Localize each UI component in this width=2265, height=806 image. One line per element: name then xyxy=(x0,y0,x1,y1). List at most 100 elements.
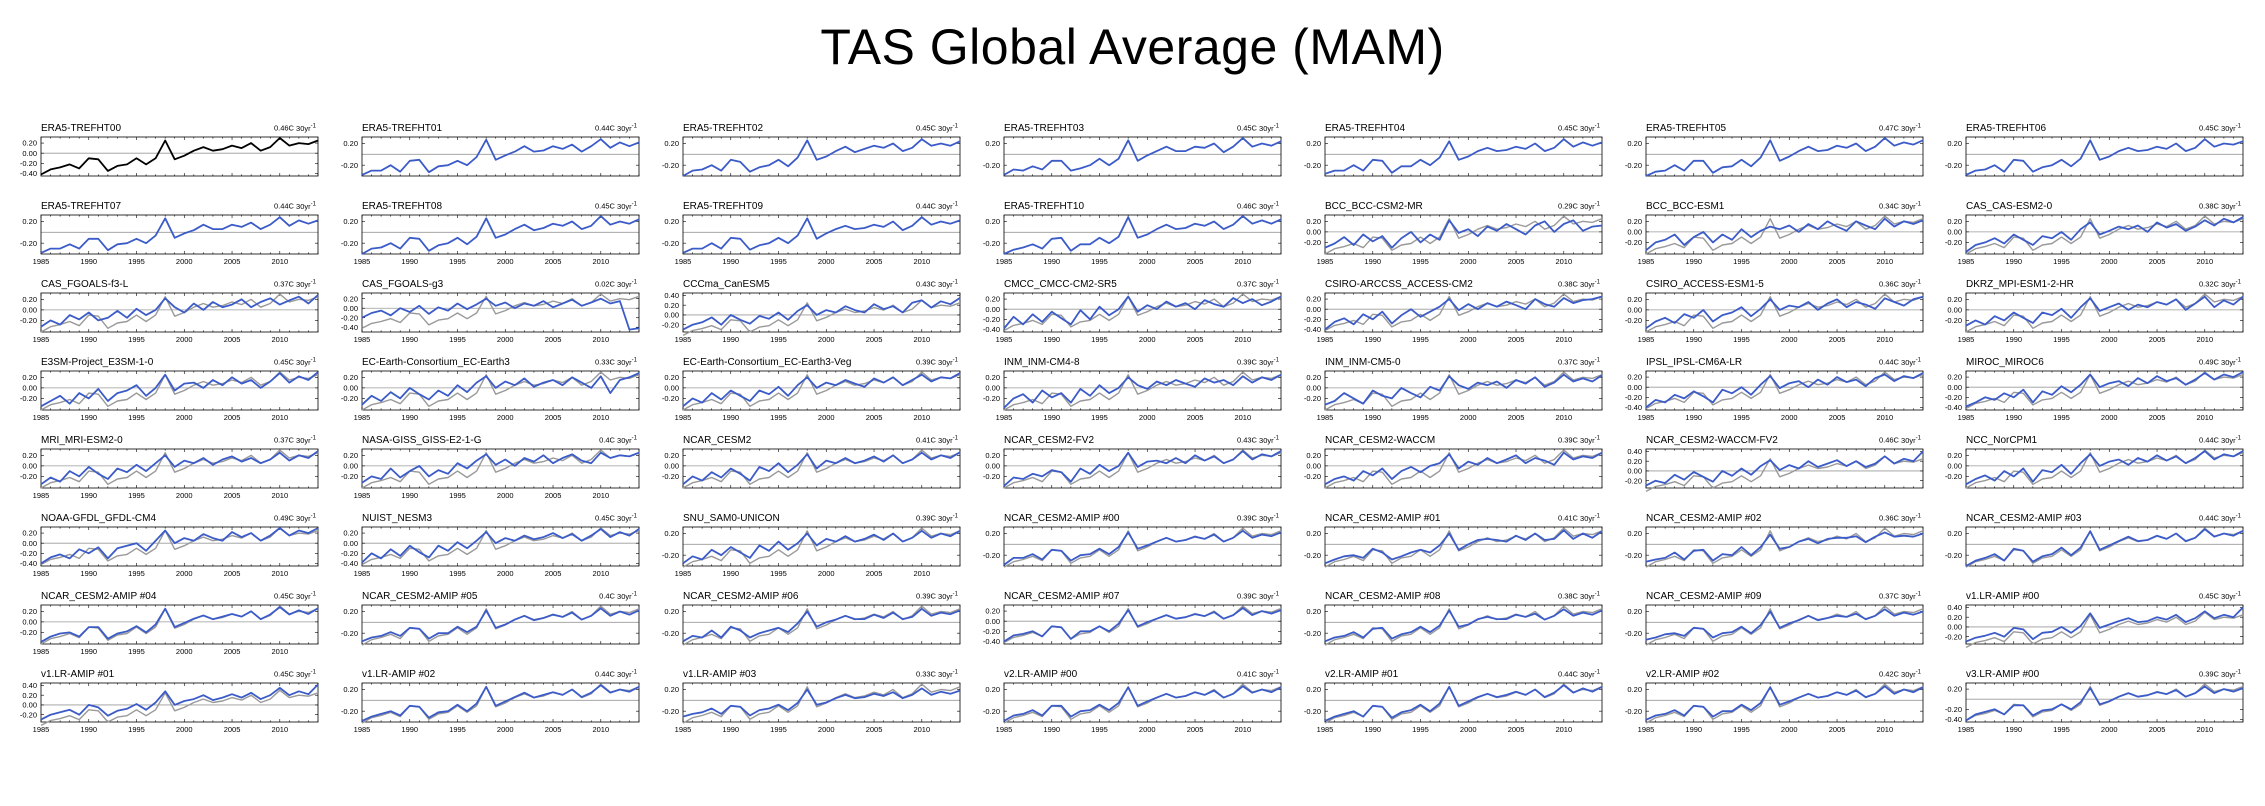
trend-unit-exponent: -1 xyxy=(310,669,316,675)
y-tick-label: 0.20 xyxy=(985,373,1000,382)
y-tick-label: 0.00 xyxy=(343,461,358,470)
panel-title: CCCma_CanESM5 xyxy=(683,279,770,290)
series-line xyxy=(1003,450,1282,487)
x-tick-label: 1995 xyxy=(1733,257,1750,266)
trend-value: 0.47C xyxy=(1878,123,1899,133)
y-tick-label: 0.00 xyxy=(22,617,37,626)
y-tick-label: 0.20 xyxy=(1947,685,1962,694)
y-tick-label: 0.00 xyxy=(664,311,679,320)
x-tick-label: 1990 xyxy=(1685,257,1702,266)
trend-unit-exponent: -1 xyxy=(1915,357,1921,363)
reference-series-line xyxy=(1645,455,1924,493)
x-tick-label: 2010 xyxy=(592,491,609,500)
panel-plot: 0.200.00 -0.20 1985 1990 1995 2000 2005 2010 xyxy=(1625,292,1924,344)
series-line xyxy=(682,138,961,177)
plot-frame xyxy=(1003,136,1282,177)
series-line xyxy=(1645,295,1924,330)
x-tick-label: 2010 xyxy=(2196,413,2213,422)
trend-unit-exponent: -1 xyxy=(1915,279,1921,285)
x-tick-label: 2000 xyxy=(818,725,835,734)
trend-unit-exponent: -1 xyxy=(1594,201,1600,207)
x-tick-label: 2010 xyxy=(1555,413,1572,422)
x-tick-label: 2010 xyxy=(271,257,288,266)
panel-trend: 0.39C 30yr-1 xyxy=(916,513,958,523)
trend-unit: 30yr-1 xyxy=(1256,435,1279,445)
panel-title: ERA5-TREFHT03 xyxy=(1004,123,1085,134)
panel-trend: 0.32C 30yr-1 xyxy=(2199,279,2241,289)
x-tick-label: 2000 xyxy=(818,569,835,578)
chart-panel: 0.20 0.00 -0.20 -0.40 1985 1990 1995 2000 2005 20… xyxy=(1284,279,1609,359)
y-tick-label: 0.00 xyxy=(1306,383,1321,392)
trend-unit: 30yr-1 xyxy=(1898,123,1921,133)
chart-panel: 0.20 0.00 -0.20 1985 1990 1995 2000 2005 2010 NCA… xyxy=(0,591,325,671)
y-tick-label: -0.20 xyxy=(983,627,1000,636)
chart-panel: 0.20 -0.20 1985 1990 1995 2000 2005 2010 v1.LR-A… xyxy=(642,669,967,749)
x-tick-label: 1995 xyxy=(128,569,145,578)
panel-plot: 0.20 -0.20 1985 1990 1995 2000 2005 2010 xyxy=(341,214,640,266)
plot-frame xyxy=(361,136,640,177)
trend-value: 0.34C xyxy=(1878,201,1899,211)
x-tick-label: 2005 xyxy=(1829,725,1846,734)
y-tick-label: 0.00 xyxy=(22,305,37,314)
x-tick-label: 1995 xyxy=(1733,335,1750,344)
series-line xyxy=(1003,685,1282,722)
y-tick-label: -0.20 xyxy=(983,551,1000,560)
trend-unit-exponent: -1 xyxy=(1915,669,1921,675)
panel-trend: 0.39C 30yr-1 xyxy=(1237,513,1279,523)
x-tick-label: 1990 xyxy=(722,725,739,734)
panel-trend: 0.36C 30yr-1 xyxy=(1879,279,1921,289)
chart-panel: 0.20 0.00 -0.20 NCC_NorCPM1 0.44C 30yr-1 xyxy=(1925,435,2250,515)
trend-value: 0.39C xyxy=(1236,513,1257,523)
y-tick-label: -0.20 xyxy=(1625,551,1642,560)
y-tick-label: 0.20 xyxy=(1306,685,1321,694)
x-tick-label: 2005 xyxy=(866,335,883,344)
x-tick-label: 2010 xyxy=(1876,725,1893,734)
panel-plot: 0.200.00 -0.20 1985 1990 1995 2000 2005 2010 xyxy=(341,370,640,422)
y-tick-label: 0.40 xyxy=(22,681,37,690)
plot-frame xyxy=(1645,682,1924,723)
y-tick-label: 0.20 xyxy=(985,607,1000,616)
panel-title: ERA5-TREFHT08 xyxy=(362,201,443,212)
x-tick-label: 1985 xyxy=(33,647,50,656)
series-line xyxy=(1965,138,2244,176)
trend-value: 0.44C xyxy=(594,123,615,133)
x-tick-label: 2000 xyxy=(1781,257,1798,266)
panel-plot: 0.20 -0.20 1985 1990 1995 2000 2005 2010 xyxy=(341,682,640,734)
x-tick-label: 2005 xyxy=(224,569,241,578)
chart-panel: 0.20 -0.20 NCAR_CESM2-AMIP #05 0.4C 30yr-1 xyxy=(321,591,646,671)
x-tick-label: 1990 xyxy=(80,413,97,422)
chart-panel: 0.20 0.00 -0.20 1985 1990 1995 2000 2005 2010 E3S… xyxy=(0,357,325,437)
x-tick-label: 2005 xyxy=(224,491,241,500)
panel-title: CAS_CAS-ESM2-0 xyxy=(1966,201,2053,212)
x-tick-label: 2010 xyxy=(592,725,609,734)
series-line xyxy=(1003,295,1282,330)
x-tick-label: 2005 xyxy=(1187,257,1204,266)
trend-unit-exponent: -1 xyxy=(2235,513,2241,519)
plot-frame xyxy=(361,292,640,333)
panel-plot: 0.20 -0.20 xyxy=(341,136,640,177)
panel-plot: 0.20 -0.20 xyxy=(662,136,961,177)
x-tick-label: 2000 xyxy=(176,413,193,422)
y-tick-label: -0.20 xyxy=(662,239,679,248)
x-tick-label: 1985 xyxy=(354,725,371,734)
x-tick-label: 2010 xyxy=(913,413,930,422)
chart-panel: 0.20 0.00 -0.20 1985 1990 1995 2000 2005 2010 MRI… xyxy=(0,435,325,515)
panel-title: v2.LR-AMIP #01 xyxy=(1325,669,1399,680)
x-tick-label: 1985 xyxy=(33,725,50,734)
panel-plot: 0.200.00 -0.20 1985 1990 1995 2000 2005 2010 xyxy=(1625,214,1924,266)
trend-unit-exponent: -1 xyxy=(1594,123,1600,129)
panel-title: NCAR_CESM2-AMIP #00 xyxy=(1004,513,1120,524)
y-tick-label: 0.00 xyxy=(985,461,1000,470)
panel-plot: 0.200.00-0.20-0.40 xyxy=(20,136,319,178)
chart-panel: 0.20 0.00 -0.20 1985 1990 1995 2000 2005 2010 NAS… xyxy=(321,435,646,515)
y-tick-label: 0.20 xyxy=(22,373,37,382)
series-line xyxy=(1965,450,2244,486)
series-line xyxy=(1645,137,1924,177)
x-tick-label: 1985 xyxy=(33,569,50,578)
trend-unit: 30yr-1 xyxy=(1256,201,1279,211)
x-tick-label: 1995 xyxy=(1091,725,1108,734)
y-tick-label: 0.20 xyxy=(22,691,37,700)
chart-panel: 0.20 0.00 -0.20 1985 1990 1995 2000 2005 2010 DKR… xyxy=(1925,279,2250,359)
x-tick-label: 1990 xyxy=(401,491,418,500)
